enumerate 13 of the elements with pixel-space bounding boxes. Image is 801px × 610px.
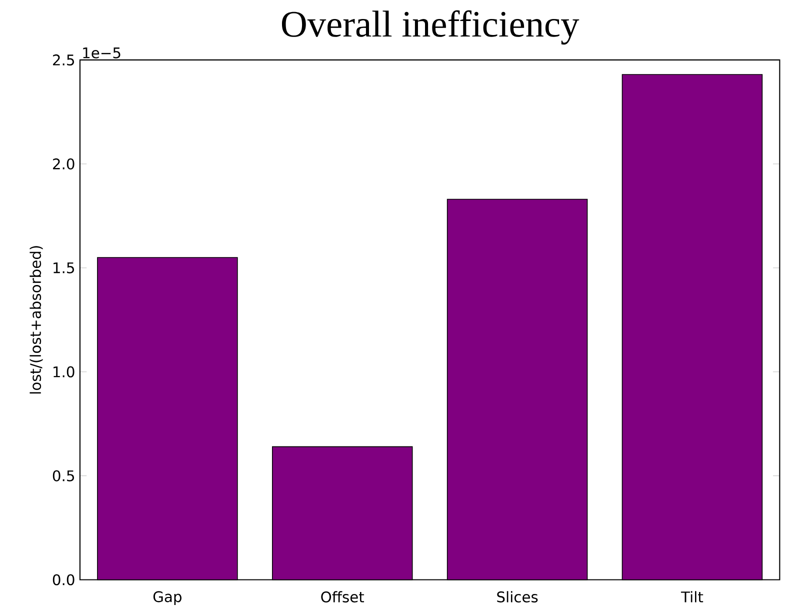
y-tick-label: 0.5 bbox=[52, 470, 74, 482]
x-tick-label: Offset bbox=[321, 591, 364, 603]
y-tick-label: 1.0 bbox=[54, 366, 74, 378]
y-tick-label: 1.5 bbox=[54, 262, 74, 274]
y-tick-label: 0.0 bbox=[52, 574, 74, 586]
x-tick-label: Slices bbox=[497, 591, 538, 603]
x-tick-label: Gap bbox=[153, 591, 182, 606]
y-axis-title: lost/(lost+absorbed) bbox=[30, 246, 43, 394]
x-tick-label: Tilt bbox=[680, 591, 704, 603]
text: 1e−5 bbox=[83, 48, 120, 59]
y-tick-label: 2.5 bbox=[53, 54, 74, 66]
chart-title: Overall inefficiency bbox=[282, 10, 580, 45]
y-tick-label: 2.0 bbox=[53, 158, 74, 170]
